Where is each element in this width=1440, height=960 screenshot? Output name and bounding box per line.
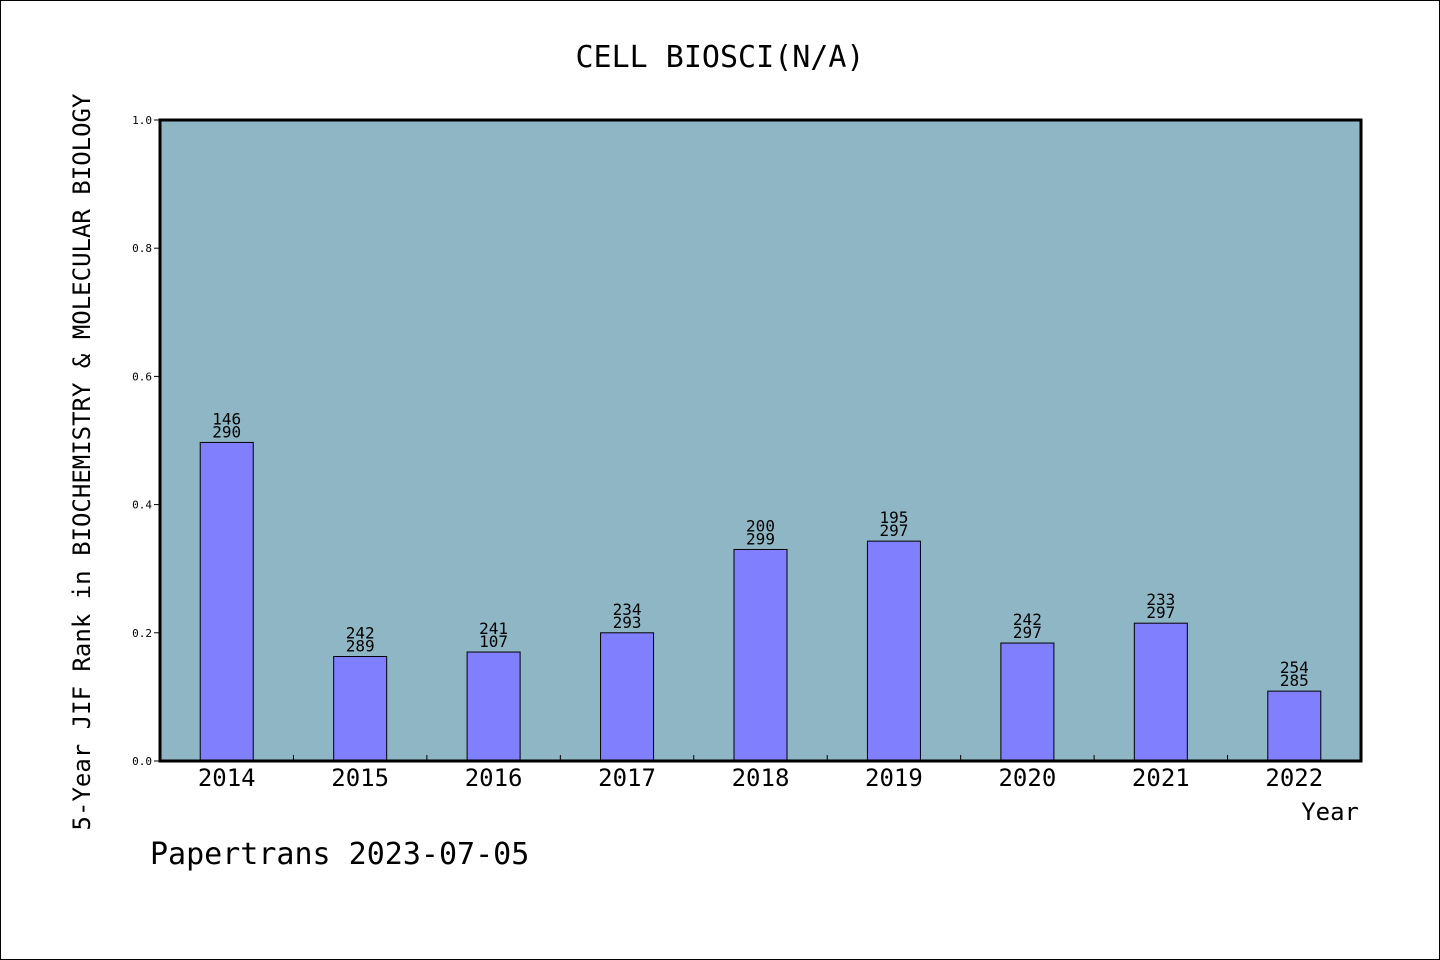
- bar-2016: [466, 651, 521, 762]
- bar-label-top: 233: [1146, 590, 1175, 609]
- bar-2014: [199, 441, 254, 762]
- bar-label-top: 200: [746, 516, 775, 535]
- y-tick-label: 0.4: [132, 499, 152, 512]
- chart-title: CELL BIOSCI(N/A): [576, 40, 865, 75]
- x-axis: 2014 2015 2016 2017 2018 2019 2020 2021 2022: [198, 755, 1323, 792]
- y-tick-label: 0.6: [132, 370, 152, 383]
- bar-label-bottom: 285: [1280, 671, 1309, 690]
- y-axis: 0.0 0.2 0.4 0.6 0.8 1.0: [132, 114, 160, 768]
- x-tick-label: 2014: [198, 764, 256, 792]
- x-axis-label: Year: [1301, 798, 1359, 826]
- bar-label-bottom: 297: [1013, 623, 1042, 642]
- bar-label-top: 254: [1280, 658, 1309, 677]
- plot-border: [158, 118, 1363, 763]
- footer-text: Papertrans 2023-07-05: [150, 837, 529, 872]
- bar-label-bottom: 107: [479, 632, 508, 651]
- bar-label-bottom: 289: [346, 637, 375, 656]
- y-tick-label: 0.2: [132, 627, 152, 640]
- bar-2021: [1133, 622, 1188, 762]
- x-tick-label: 2017: [598, 764, 656, 792]
- y-tick-label: 0.8: [132, 242, 152, 255]
- bar-2017: [600, 632, 655, 762]
- bar-2019: [866, 540, 921, 762]
- x-tick-label: 2015: [331, 764, 389, 792]
- y-tick-label: 0.0: [132, 755, 152, 768]
- bar-2018: [733, 548, 788, 762]
- bar-2022: [1267, 690, 1322, 762]
- bar-label-top: 242: [346, 624, 375, 643]
- bar-label-top: 241: [479, 619, 508, 638]
- bar-label-bottom: 293: [613, 613, 642, 632]
- bar-label-bottom: 297: [1146, 603, 1175, 622]
- bar-label-top: 234: [613, 600, 642, 619]
- bar-2015: [333, 656, 388, 762]
- x-tick-label: 2022: [1265, 764, 1323, 792]
- bar-label-top: 146: [212, 409, 241, 428]
- x-tick-label: 2019: [865, 764, 923, 792]
- x-tick-label: 2018: [732, 764, 790, 792]
- bar-label-bottom: 297: [879, 521, 908, 540]
- x-tick-label: 2016: [465, 764, 523, 792]
- bars: 1462902422892411072342932002991952972422…: [199, 409, 1322, 762]
- x-tick-label: 2021: [1132, 764, 1190, 792]
- bar-2020: [1000, 642, 1055, 762]
- x-tick-label: 2020: [998, 764, 1056, 792]
- bar-label-top: 242: [1013, 610, 1042, 629]
- bar-label-bottom: 290: [212, 422, 241, 441]
- bar-label-top: 195: [879, 508, 908, 527]
- bar-label-bottom: 299: [746, 529, 775, 548]
- y-tick-label: 1.0: [132, 114, 152, 127]
- y-axis-label: 5-Year JIF Rank in BIOCHEMISTRY & MOLECU…: [68, 93, 96, 830]
